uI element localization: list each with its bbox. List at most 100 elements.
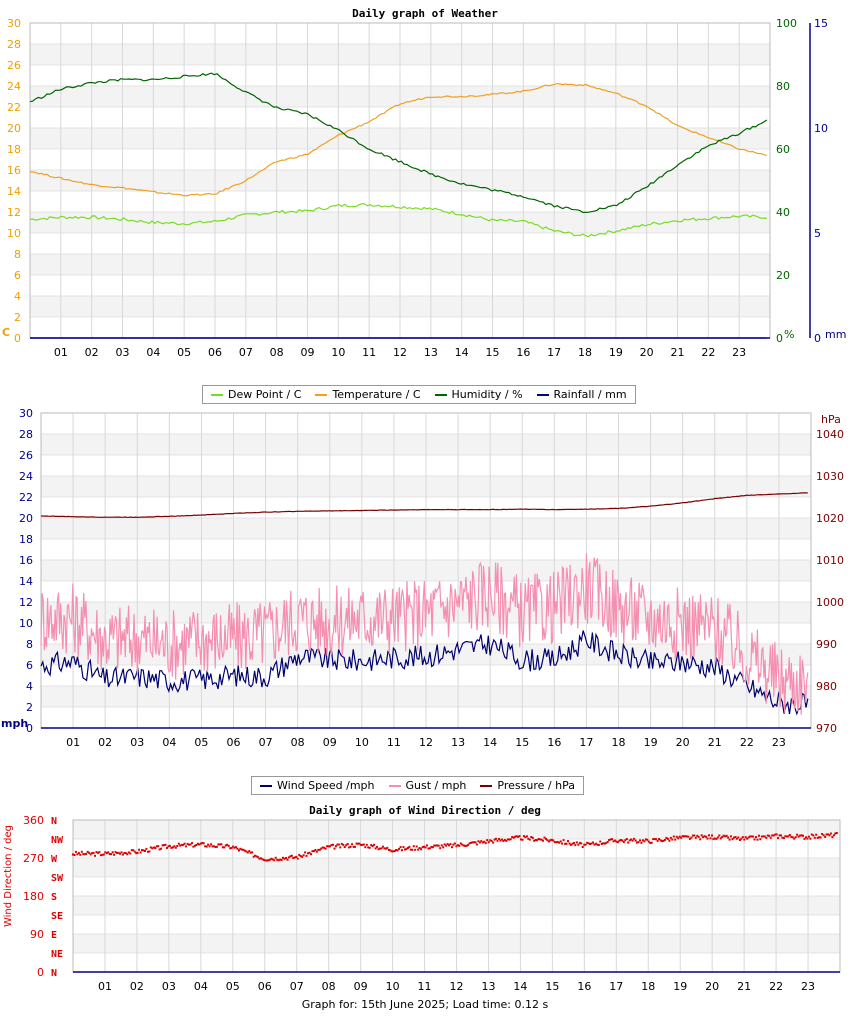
wind-direction-point xyxy=(603,842,606,845)
wind-direction-point xyxy=(806,837,809,840)
wind-direction-point xyxy=(568,842,571,845)
chart3-compass-label: NE xyxy=(51,949,63,960)
wind-direction-point xyxy=(740,837,743,840)
wind-direction-point xyxy=(772,834,775,837)
wind-direction-point xyxy=(98,851,101,854)
wind-direction-point xyxy=(76,853,79,856)
wind-direction-point xyxy=(182,843,185,846)
wind-direction-point xyxy=(822,834,825,837)
wind-direction-point xyxy=(727,836,730,839)
wind-direction-point xyxy=(104,851,107,854)
wind-direction-point xyxy=(149,846,152,849)
wind-direction-point xyxy=(176,845,179,847)
chart2-x-tick-label: 20 xyxy=(676,736,690,749)
wind-direction-point xyxy=(608,839,611,841)
wind-direction-point xyxy=(715,837,718,840)
chart2-x-tick-label: 01 xyxy=(66,736,80,749)
wind-direction-point xyxy=(443,843,446,846)
wind-direction-point xyxy=(612,840,615,843)
chart1-left-y-tick-label: 14 xyxy=(7,185,21,198)
legend-label: Pressure / hPa xyxy=(497,779,575,792)
chart2-right-y-tick-label: 970 xyxy=(816,722,837,735)
wind-direction-point xyxy=(527,837,530,840)
chart3-x-tick-label: 08 xyxy=(322,980,336,993)
wind-direction-point xyxy=(404,848,406,851)
legend-item-dew-point: Dew Point / C xyxy=(211,388,301,401)
wind-direction-point xyxy=(164,843,167,846)
wind-direction-point xyxy=(449,843,452,846)
chart1-right-y-tick-label: 0 xyxy=(776,332,783,345)
wind-direction-point xyxy=(235,846,237,849)
chart3-x-tick-label: 18 xyxy=(641,980,655,993)
wind-direction-point xyxy=(154,847,157,850)
wind-direction-point xyxy=(229,847,232,850)
wind-direction-point xyxy=(567,840,569,843)
wind-direction-point xyxy=(414,848,417,851)
wind-direction-point xyxy=(445,844,448,847)
chart1-left-unit: C xyxy=(2,326,10,339)
wind-direction-point xyxy=(417,848,420,851)
wind-direction-point xyxy=(713,837,716,840)
chart1-title: Daily graph of Weather xyxy=(352,7,498,20)
wind-direction-point xyxy=(276,858,279,861)
wind-direction-point xyxy=(547,840,550,843)
wind-direction-point xyxy=(475,843,478,846)
chart1-left-y-tick-label: 2 xyxy=(14,311,21,324)
chart2-legend: Wind Speed /mph Gust / mph Pressure / hP… xyxy=(251,776,584,795)
wind-direction-point xyxy=(490,839,493,842)
wind-direction-point xyxy=(180,843,183,846)
rainfall-swatch xyxy=(536,393,549,396)
wind-direction-point xyxy=(655,838,658,841)
chart1-left-y-tick-label: 12 xyxy=(7,206,21,219)
wind-direction-point xyxy=(628,839,631,842)
wind-direction-point xyxy=(296,857,299,860)
wind-direction-point xyxy=(399,846,402,849)
wind-direction-point xyxy=(261,858,264,861)
wind-direction-point xyxy=(484,842,487,845)
wind-direction-point xyxy=(602,842,605,845)
wind-direction-point xyxy=(605,841,608,844)
chart1-rain-y-tick-label: 10 xyxy=(814,122,828,135)
wind-direction-point xyxy=(273,859,276,862)
wind-direction-point xyxy=(321,846,324,849)
chart2-x-tick-label: 10 xyxy=(355,736,369,749)
wind-direction-point xyxy=(240,848,243,851)
wind-direction-point xyxy=(387,848,390,851)
chart2-left-y-tick-label: 30 xyxy=(19,407,33,420)
wind-direction-point xyxy=(575,841,578,844)
wind-direction-point xyxy=(661,840,663,843)
wind-direction-point xyxy=(430,845,433,848)
wind-direction-point xyxy=(600,843,603,845)
wind-direction-point xyxy=(572,842,575,844)
chart3-x-tick-label: 07 xyxy=(290,980,304,993)
chart1-right-y-tick-label: 80 xyxy=(776,80,790,93)
wind-direction-point xyxy=(142,849,145,852)
wind-direction-point xyxy=(448,844,450,847)
wind-direction-point xyxy=(138,848,141,851)
wind-direction-point xyxy=(737,836,740,839)
wind-direction-point xyxy=(666,837,669,840)
wind-direction-point xyxy=(283,857,286,860)
wind-direction-point xyxy=(688,837,691,840)
chart2-x-tick-label: 08 xyxy=(291,736,305,749)
temperature-swatch xyxy=(315,393,328,396)
chart2-x-tick-label: 14 xyxy=(483,736,497,749)
wind-direction-point xyxy=(574,844,577,847)
chart1-x-tick-label: 23 xyxy=(732,346,746,359)
chart3-x-tick-label: 10 xyxy=(386,980,400,993)
wind-direction-point xyxy=(440,844,443,847)
wind-direction-point xyxy=(251,851,254,854)
wind-direction-point xyxy=(349,845,352,848)
chart1-series-2 xyxy=(29,72,768,213)
chart3-x-tick-label: 05 xyxy=(226,980,240,993)
wind-direction-point xyxy=(590,842,593,845)
wind-direction-point xyxy=(358,842,361,845)
chart3-x-tick-label: 01 xyxy=(98,980,112,993)
wind-direction-point xyxy=(340,842,343,845)
wind-direction-point xyxy=(622,841,625,844)
chart2-right-y-tick-label: 1010 xyxy=(816,554,844,567)
wind-direction-point xyxy=(683,835,685,838)
wind-direction-point xyxy=(815,833,818,836)
chart1-x-tick-label: 16 xyxy=(516,346,530,359)
